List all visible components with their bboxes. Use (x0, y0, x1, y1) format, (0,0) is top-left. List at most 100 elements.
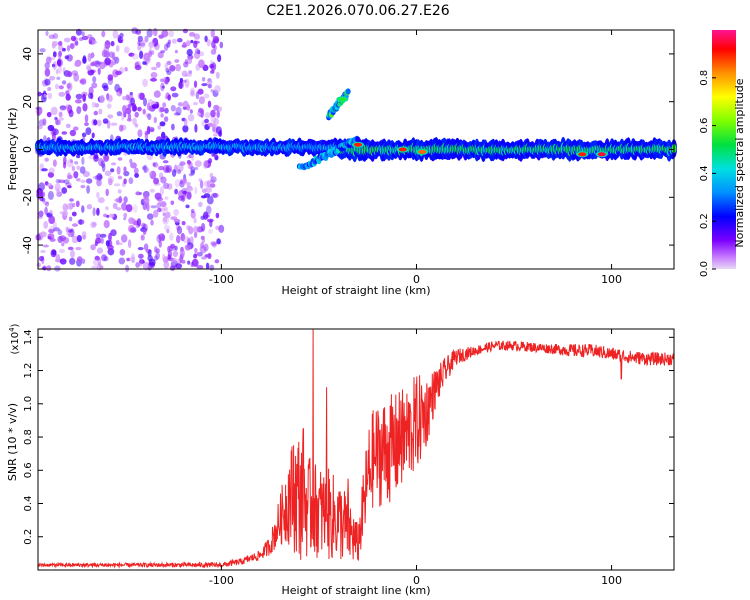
spectrogram-noise-blob (119, 124, 124, 132)
spectrogram-noise-blob (150, 128, 155, 132)
spectrogram-noise-blob (217, 54, 222, 62)
colorbar-tick-label: 0.4 (699, 165, 710, 181)
spectrogram-noise-blob (58, 91, 66, 97)
spectrogram-noise-blob (193, 225, 199, 234)
spectrogram-noise-blob (62, 203, 68, 212)
spectrogram-noise-blob (207, 100, 212, 108)
spectrogram-noise-blob (119, 32, 124, 38)
spectrogram-noise-blob (115, 197, 123, 204)
snr-series-line (37, 328, 675, 569)
spectrogram-noise-blob (137, 92, 144, 100)
spectrogram-noise-blob (99, 94, 105, 104)
spectrogram-noise-blob (203, 64, 208, 70)
spectrogram-noise-blob (130, 162, 137, 169)
spectrogram-noise-blob (105, 240, 110, 247)
spectrogram-noise-blob (48, 167, 55, 174)
spectrogram-noise-blob (91, 82, 98, 89)
spectrogram-noise-blob (95, 233, 102, 240)
spectrogram-noise-blob (112, 29, 119, 39)
spectrogram-y-tick-label: -40 (21, 236, 34, 254)
spectrogram-noise-blob (95, 174, 99, 181)
spectrogram-noise-blob (188, 173, 193, 177)
spectrogram-noise-blob (90, 62, 96, 67)
spectrogram-noise-blob (132, 105, 138, 112)
spectrogram-noise-blob (166, 60, 172, 66)
spectrogram-noise-blob (110, 229, 117, 237)
spectrogram-noise-blob (66, 45, 71, 52)
spectrogram-noise-blob (47, 236, 52, 240)
spectrogram-noise-blob (92, 259, 99, 266)
spectrogram-noise-blob (74, 161, 79, 165)
spectrogram-noise-blob (152, 162, 156, 167)
spectrogram-noise-blob (163, 206, 169, 212)
spectrogram-noise-blob (167, 250, 173, 258)
spectrogram-noise-blob (208, 158, 213, 164)
spectrogram-noise-blob (47, 92, 53, 100)
spectrogram-noise-blob (96, 191, 100, 199)
spectrogram-noise-blob (86, 66, 92, 71)
spectrogram-noise-blob (109, 95, 113, 102)
spectrogram-noise-blob (68, 246, 74, 250)
spectrogram-noise-blob (68, 109, 74, 118)
snr-y-tick-label: 0.6 (23, 462, 34, 478)
spectrogram-noise-blob (112, 202, 118, 209)
spectrogram-noise-blob (69, 198, 74, 202)
spectrogram-noise-blob (200, 242, 205, 249)
spectrogram-noise-blob (99, 61, 106, 70)
spectrogram-noise-blob (76, 256, 83, 263)
spectrogram-noise-blob (143, 164, 148, 174)
spectrogram-noise-blob (139, 92, 145, 101)
spectrogram-noise-blob (88, 92, 93, 99)
spectrogram-noise-blob (128, 217, 135, 225)
spectrogram-y-tick-label: 40 (21, 47, 34, 61)
spectrogram-noise-blob (158, 233, 166, 241)
spectrogram-noise-blob (81, 205, 85, 213)
spectrogram-noise-blob (143, 243, 149, 251)
spectrogram-noise-blob (84, 114, 89, 123)
spectrogram-noise-blob (142, 61, 147, 65)
spectrogram-noise-blob (65, 123, 71, 129)
spectrogram-noise-blob (36, 262, 41, 268)
spectrogram-noise-blob (137, 247, 144, 251)
spectrogram-noise-blob (123, 196, 128, 204)
spectrogram-noise-blob (129, 158, 133, 164)
spectrogram-streak (355, 136, 361, 143)
spectrogram-noise-blob (167, 39, 172, 45)
spectrogram-noise-blob (153, 90, 161, 98)
spectrogram-noise-blob (110, 40, 115, 47)
spectrogram-noise-blob (80, 179, 86, 184)
spectrogram-noise-blob (161, 29, 169, 38)
spectrogram-noise-blob (63, 210, 68, 217)
spectrogram-noise-blob (61, 242, 65, 247)
spectrogram-noise-blob (164, 107, 169, 114)
spectrogram-noise-blob (162, 212, 166, 217)
spectrogram-y-axis-label: Frequency (Hz) (6, 108, 19, 191)
spectrogram-noise-blob (169, 232, 174, 241)
snr-y-tick-label: 0.4 (23, 496, 34, 512)
spectrogram-peak (338, 97, 347, 102)
spectrogram-noise-blob (40, 250, 46, 253)
spectrogram-noise-blob (107, 114, 114, 119)
spectrogram-noise-blob (121, 202, 127, 211)
spectrogram-noise-blob (158, 106, 163, 113)
spectrogram-noise-blob (107, 244, 114, 250)
spectrogram-noise-blob (182, 106, 188, 110)
spectrogram-noise-blob (145, 249, 152, 254)
spectrogram-noise-blob (119, 249, 126, 256)
spectrogram-noise-blob (75, 93, 83, 100)
spectrogram-noise-blob (147, 249, 152, 257)
spectrogram-noise-blob (102, 118, 109, 124)
spectrogram-noise-blob (164, 196, 169, 200)
spectrogram-noise-blob (70, 35, 77, 42)
spectrogram-noise-blob (69, 129, 77, 137)
spectrogram-noise-blob (100, 160, 106, 168)
spectrogram-panel: -100 0 100 -40 -20 0 20 40 Height of straight … (6, 27, 677, 297)
spectrogram-noise-blob (104, 40, 111, 49)
spectrogram-noise-blob (210, 176, 217, 183)
spectrogram-noise-blob (47, 190, 55, 200)
spectrogram-noise-blob (211, 193, 218, 198)
spectrogram-noise-blob (178, 190, 185, 199)
spectrogram-noise-blob (59, 248, 65, 254)
spectrogram-noise-blob (174, 59, 180, 63)
